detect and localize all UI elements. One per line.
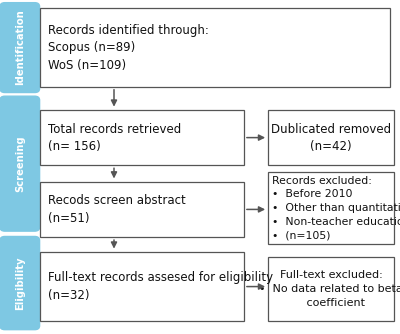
Text: Dublicated removed
(n=42): Dublicated removed (n=42) <box>271 123 391 153</box>
FancyBboxPatch shape <box>0 3 40 93</box>
FancyBboxPatch shape <box>268 172 394 244</box>
Text: Full-text excluded:
•  No data related to beta
   coefficient: Full-text excluded: • No data related to… <box>259 270 400 308</box>
FancyBboxPatch shape <box>268 110 394 165</box>
Text: Identification: Identification <box>15 10 25 86</box>
FancyBboxPatch shape <box>40 182 244 237</box>
Text: Records excluded:
•  Before 2010
•  Other than quantitative
•  Non-teacher educa: Records excluded: • Before 2010 • Other … <box>272 176 400 240</box>
FancyBboxPatch shape <box>40 252 244 321</box>
Text: Recods screen abstract
(n=51): Recods screen abstract (n=51) <box>48 194 186 225</box>
FancyBboxPatch shape <box>40 110 244 165</box>
Text: Total records retrieved
(n= 156): Total records retrieved (n= 156) <box>48 123 181 153</box>
Text: Eligibility: Eligibility <box>15 256 25 310</box>
Text: Records identified through:
Scopus (n=89)
WoS (n=109): Records identified through: Scopus (n=89… <box>48 24 209 71</box>
Text: Full-text records assesed for eligibility
(n=32): Full-text records assesed for eligibilit… <box>48 271 273 302</box>
FancyBboxPatch shape <box>40 8 390 87</box>
Text: Screening: Screening <box>15 135 25 192</box>
FancyBboxPatch shape <box>0 236 40 330</box>
FancyBboxPatch shape <box>268 257 394 321</box>
FancyBboxPatch shape <box>0 96 40 231</box>
